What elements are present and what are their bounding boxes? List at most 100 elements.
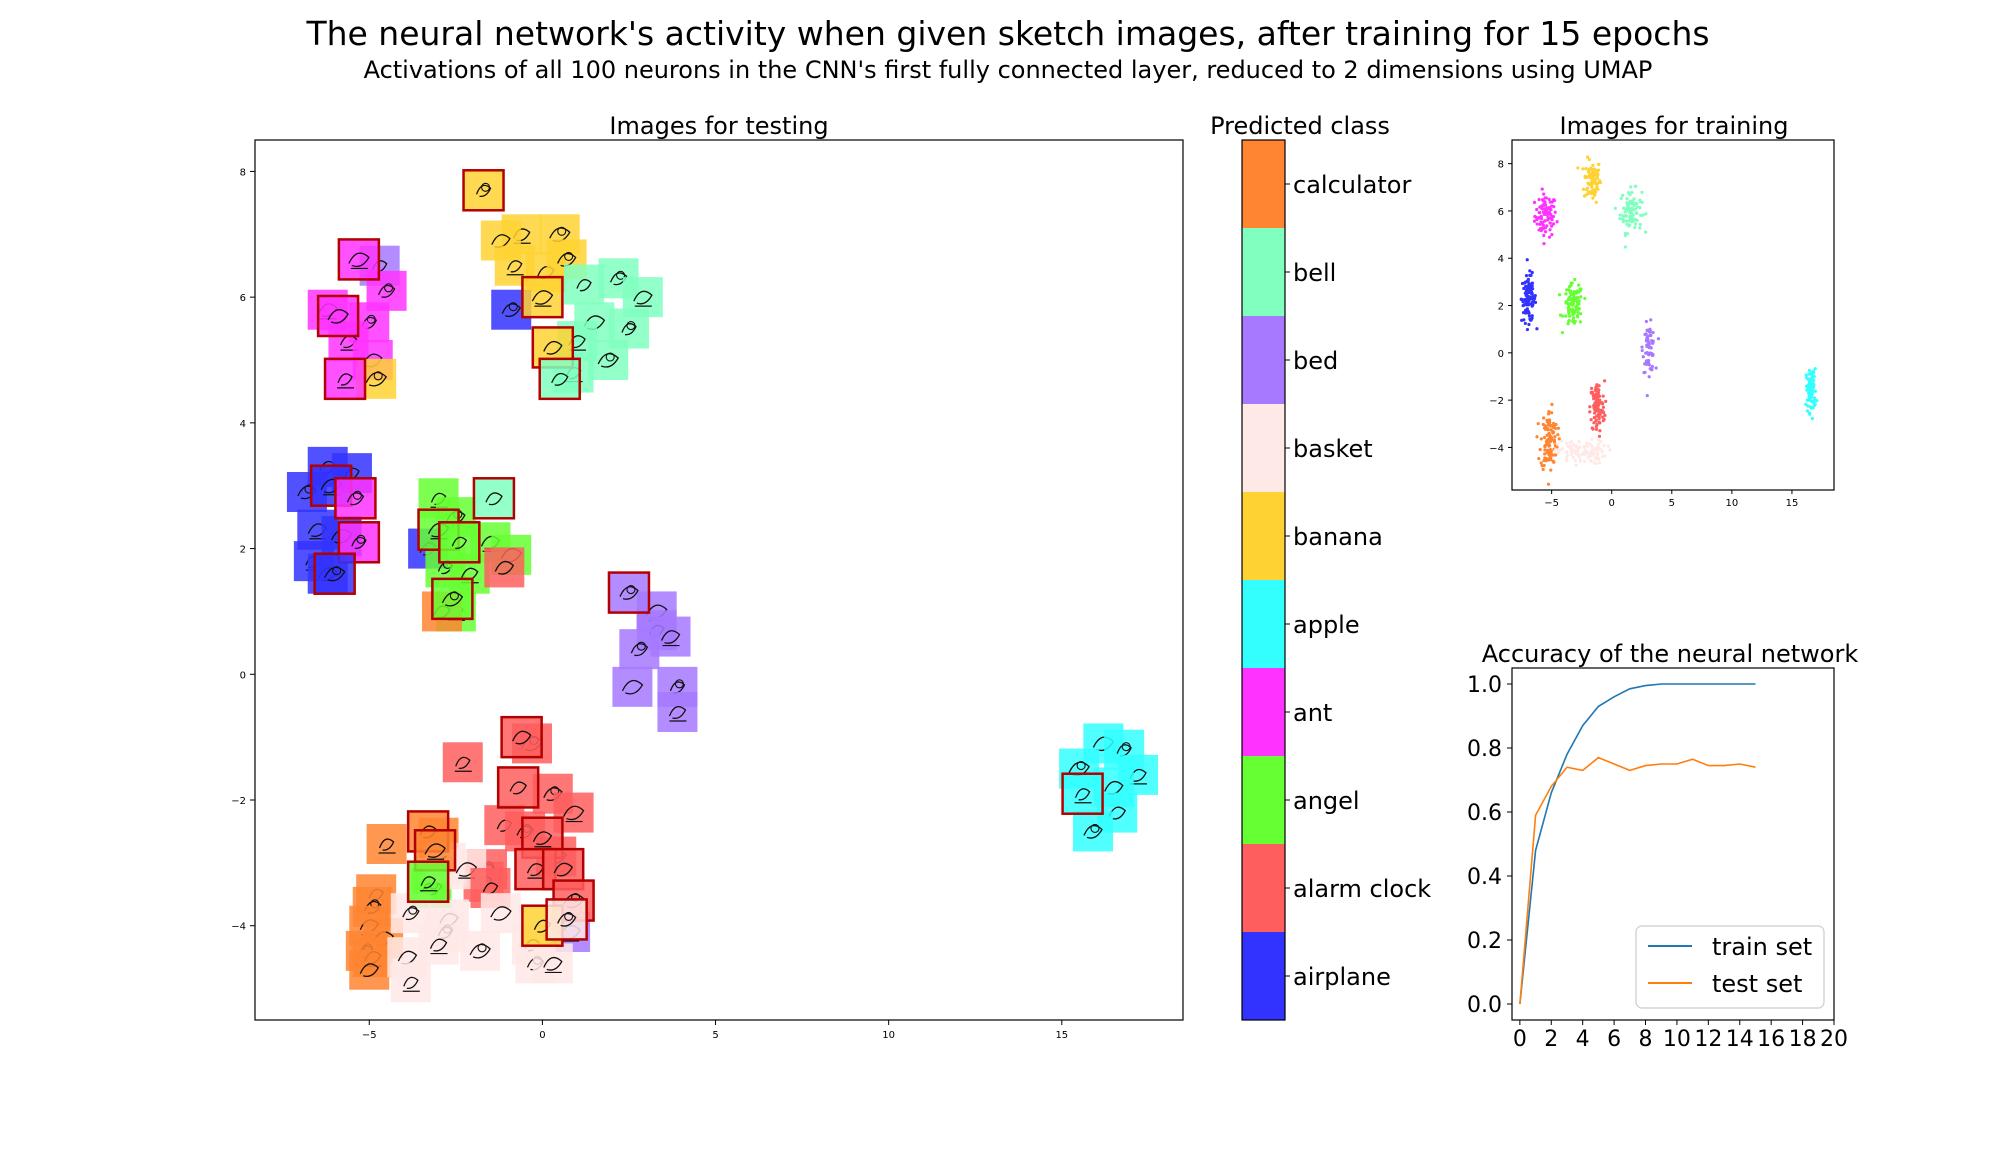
train-point (1638, 222, 1642, 227)
y-tick-label: 4 (1498, 254, 1504, 265)
train-point (1550, 217, 1554, 222)
train-point (1578, 459, 1582, 463)
train-point (1573, 277, 1577, 282)
train-point (1588, 442, 1592, 446)
test-plot-frame (254, 139, 1184, 1021)
train-point (1547, 409, 1551, 414)
colorbar-swatch (1242, 668, 1285, 756)
train-point (1581, 167, 1585, 171)
train-point (1530, 314, 1534, 318)
train-cluster (1576, 155, 1603, 204)
y-tick-label: 4 (240, 419, 246, 430)
train-point (1554, 422, 1558, 427)
train-point (1552, 440, 1557, 444)
train-point (1568, 314, 1572, 318)
x-tick-label: 18 (1789, 1027, 1817, 1052)
test-point-thumbnail (532, 943, 573, 984)
train-cluster (1535, 402, 1561, 486)
train-point (1638, 200, 1643, 204)
train-point (1644, 332, 1648, 336)
train-point (1543, 196, 1547, 200)
train-point (1644, 319, 1648, 324)
train-point (1550, 402, 1554, 406)
x-tick-label: 20 (1820, 1027, 1848, 1052)
train-point (1606, 444, 1611, 448)
train-point (1623, 233, 1627, 238)
train-point (1638, 206, 1642, 210)
train-point (1551, 222, 1556, 226)
train-point (1634, 184, 1638, 188)
train-point (1548, 228, 1552, 232)
train-point (1567, 305, 1571, 310)
train-point (1649, 351, 1654, 356)
accuracy-plot-frame (1511, 667, 1835, 1021)
train-point (1813, 396, 1817, 400)
train-point (1535, 207, 1539, 212)
test-points-group (286, 169, 1158, 1003)
y-tick-label: 2 (1498, 302, 1504, 313)
train-point (1592, 403, 1596, 408)
train-point (1583, 174, 1587, 178)
train-point (1631, 201, 1635, 205)
train-point (1594, 385, 1598, 389)
train-point (1564, 456, 1569, 460)
train-point (1546, 412, 1551, 416)
train-point (1592, 421, 1596, 425)
train-point (1571, 316, 1576, 320)
train-point (1590, 191, 1594, 196)
train-point (1557, 437, 1561, 441)
train-point (1553, 449, 1557, 453)
y-tick-label: −4 (231, 922, 246, 933)
legend-label-train: train set (1712, 933, 1812, 961)
train-point (1547, 443, 1552, 448)
train-point (1810, 371, 1814, 375)
test-point-thumbnail (1061, 772, 1104, 815)
train-point (1541, 422, 1545, 427)
train-points-group (1519, 155, 1819, 486)
figure-subtitle: Activations of all 100 neurons in the CN… (363, 56, 1653, 84)
train-point (1538, 448, 1542, 452)
train-point (1647, 375, 1651, 379)
train-point (1551, 430, 1556, 434)
train-point (1579, 312, 1583, 316)
x-tick-label: 14 (1726, 1027, 1754, 1052)
train-point (1589, 386, 1594, 390)
train-point (1551, 421, 1556, 426)
train-point (1582, 459, 1587, 463)
train-point (1810, 395, 1814, 399)
train-point (1533, 293, 1537, 298)
train-point (1544, 439, 1549, 444)
train-point (1598, 429, 1602, 433)
train-point (1565, 441, 1569, 445)
x-tick-label: 0 (1609, 498, 1615, 509)
train-point (1576, 166, 1580, 170)
train-cluster (1804, 367, 1819, 421)
colorbar-title: Predicted class (1210, 112, 1390, 140)
train-point (1567, 284, 1572, 289)
y-tick-label: −2 (231, 796, 246, 807)
train-point (1596, 405, 1600, 409)
train-point (1522, 303, 1527, 307)
y-tick-label: 0 (240, 670, 246, 681)
train-point (1569, 453, 1573, 457)
colorbar-swatch (1242, 404, 1285, 492)
train-point (1597, 434, 1602, 438)
train-point (1645, 350, 1649, 355)
train-point (1529, 292, 1534, 296)
train-point (1595, 451, 1600, 455)
train-point (1805, 376, 1809, 380)
colorbar-label: airplane (1293, 963, 1391, 991)
train-point (1597, 420, 1601, 424)
train-point (1812, 378, 1816, 382)
train-point (1565, 288, 1569, 292)
train-point (1543, 230, 1548, 234)
train-point (1574, 463, 1578, 467)
train-cluster (1553, 437, 1612, 467)
train-point (1630, 206, 1634, 210)
train-point (1568, 440, 1572, 445)
x-tick-label: 5 (712, 1030, 718, 1041)
x-tick-label: −5 (362, 1030, 377, 1041)
train-point (1594, 427, 1599, 431)
legend-label-test: test set (1712, 970, 1802, 998)
train-point (1573, 310, 1577, 314)
